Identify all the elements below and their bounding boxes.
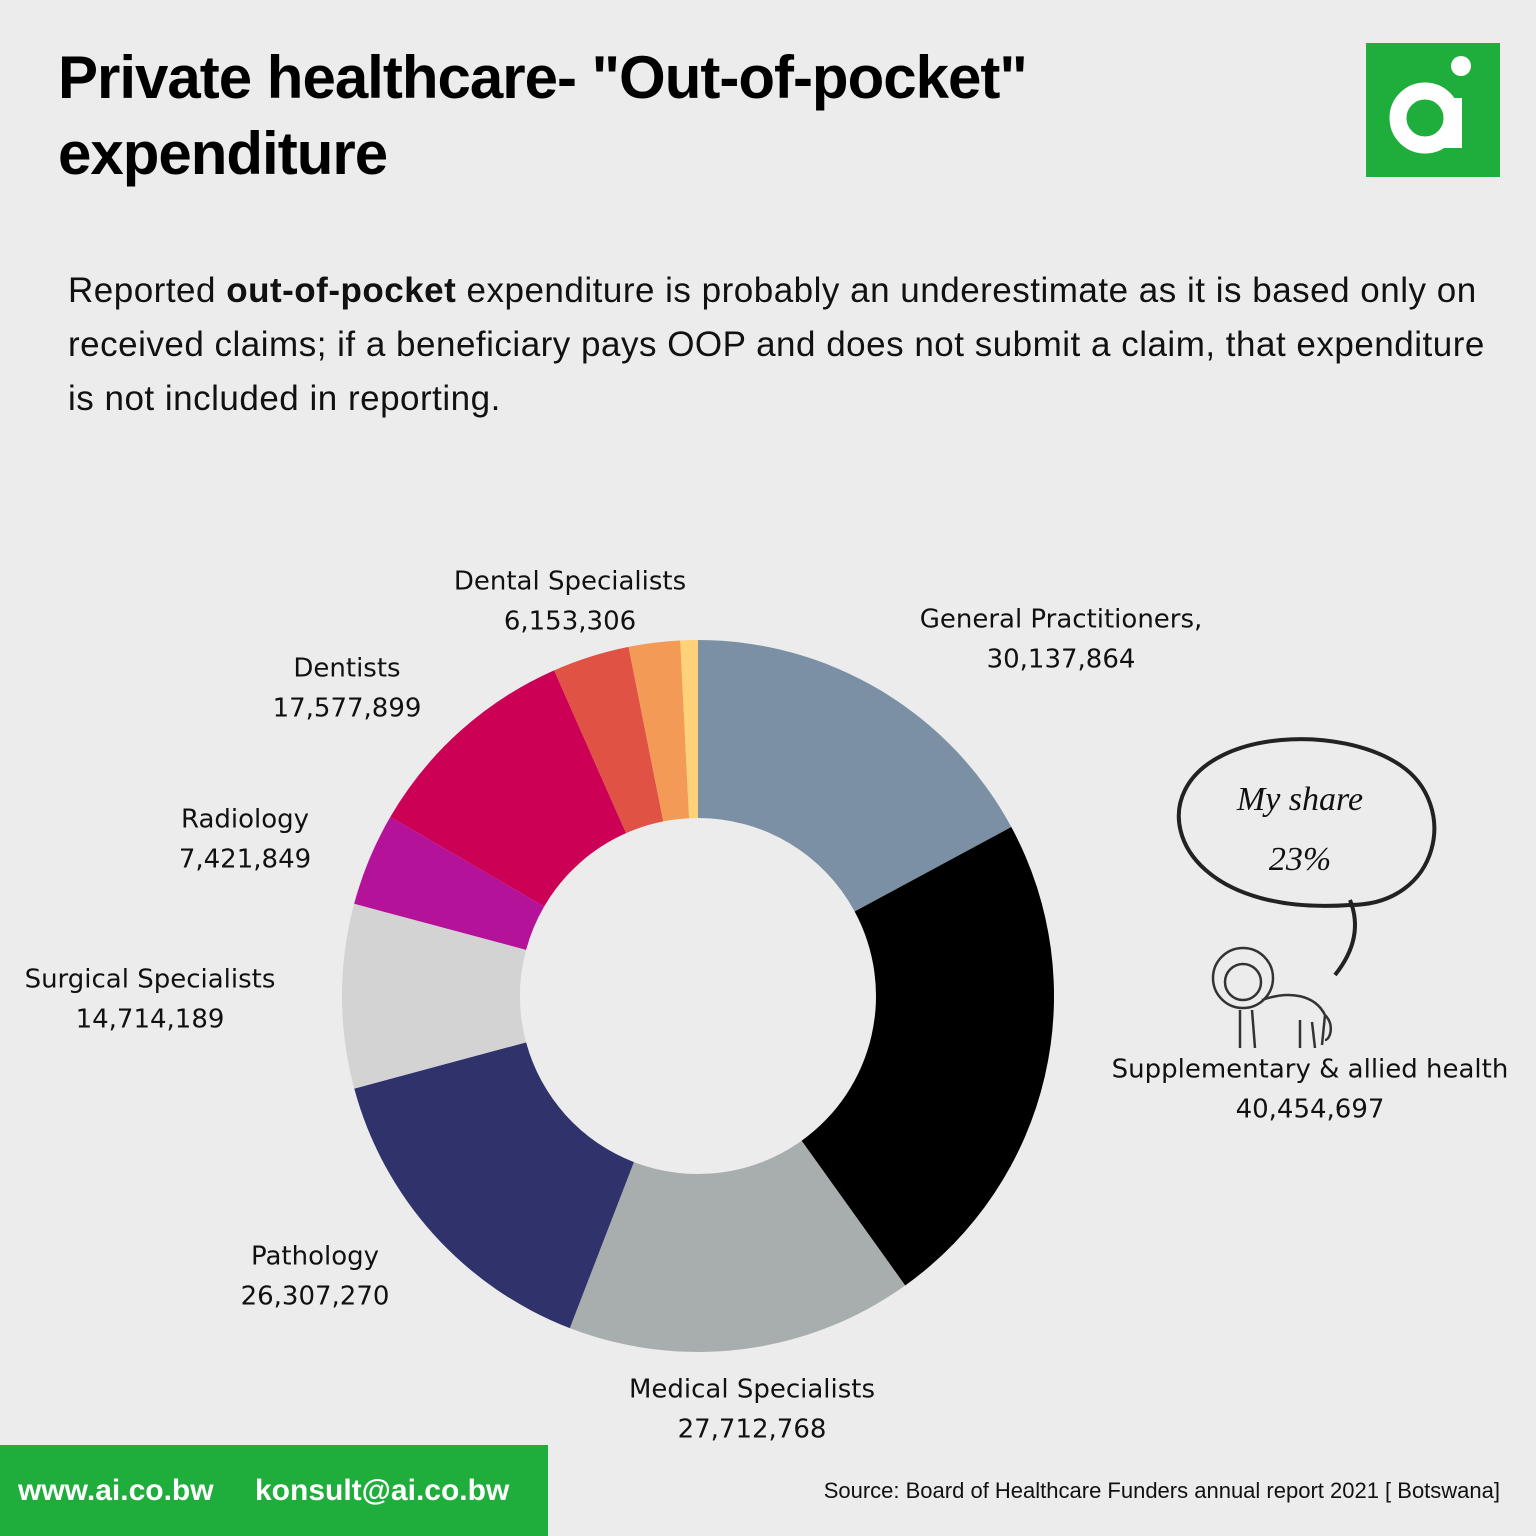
- slice-label: Dental Specialists: [454, 567, 686, 597]
- slice-label: Radiology: [181, 805, 309, 835]
- value-label: 7,421,849: [179, 845, 311, 875]
- slice-label: General Practitioners,: [920, 605, 1203, 635]
- description: Reported out-of-pocket expenditure is pr…: [68, 264, 1488, 426]
- slice-label: Surgical Specialists: [25, 965, 276, 995]
- donut-slice: [341, 903, 527, 1089]
- donut: [341, 640, 1054, 1352]
- logo: [1366, 43, 1500, 177]
- email: konsult@ai.co.bw: [255, 1474, 510, 1507]
- donut-slice: [569, 1140, 906, 1352]
- value-label: 30,137,864: [987, 645, 1136, 675]
- value-label: 6,153,306: [504, 607, 636, 637]
- website: www.ai.co.bw: [17, 1474, 214, 1507]
- value-label: 17,577,899: [273, 694, 422, 724]
- value-label: 26,307,270: [241, 1282, 390, 1312]
- donut-slice: [354, 816, 545, 950]
- value-label: 40,454,697: [1236, 1095, 1385, 1125]
- donut-slice: [628, 640, 690, 822]
- description-text: Reported: [68, 271, 227, 310]
- description-text: expenditure is probably an underestimate…: [68, 271, 1485, 418]
- annotation: My share: [1236, 781, 1363, 818]
- donut-slice: [801, 826, 1054, 1286]
- donut-slice: [698, 640, 1012, 912]
- value-label: 27,712,768: [678, 1415, 827, 1445]
- slice-label: Dentists: [293, 654, 400, 684]
- donut-slice: [390, 670, 627, 907]
- lion-icon: [1211, 946, 1332, 1049]
- slice-label: Medical Specialists: [629, 1375, 875, 1405]
- slice-label: Supplementary & allied health: [1112, 1055, 1509, 1085]
- annotation: 23%: [1269, 841, 1331, 878]
- slice-label: Pathology: [251, 1242, 379, 1272]
- value-label: 14,714,189: [76, 1005, 225, 1035]
- footer-bar: [0, 1445, 548, 1536]
- donut-slice: [354, 1042, 634, 1329]
- title: Private healthcare- "Out-of-pocket" expe…: [58, 44, 1028, 187]
- callout: [1176, 737, 1437, 977]
- description-bold: out-of-pocket: [226, 271, 457, 310]
- donut-slice: [680, 640, 698, 819]
- donut-slice: [554, 646, 664, 834]
- source: Source: Board of Healthcare Funders annu…: [824, 1478, 1500, 1503]
